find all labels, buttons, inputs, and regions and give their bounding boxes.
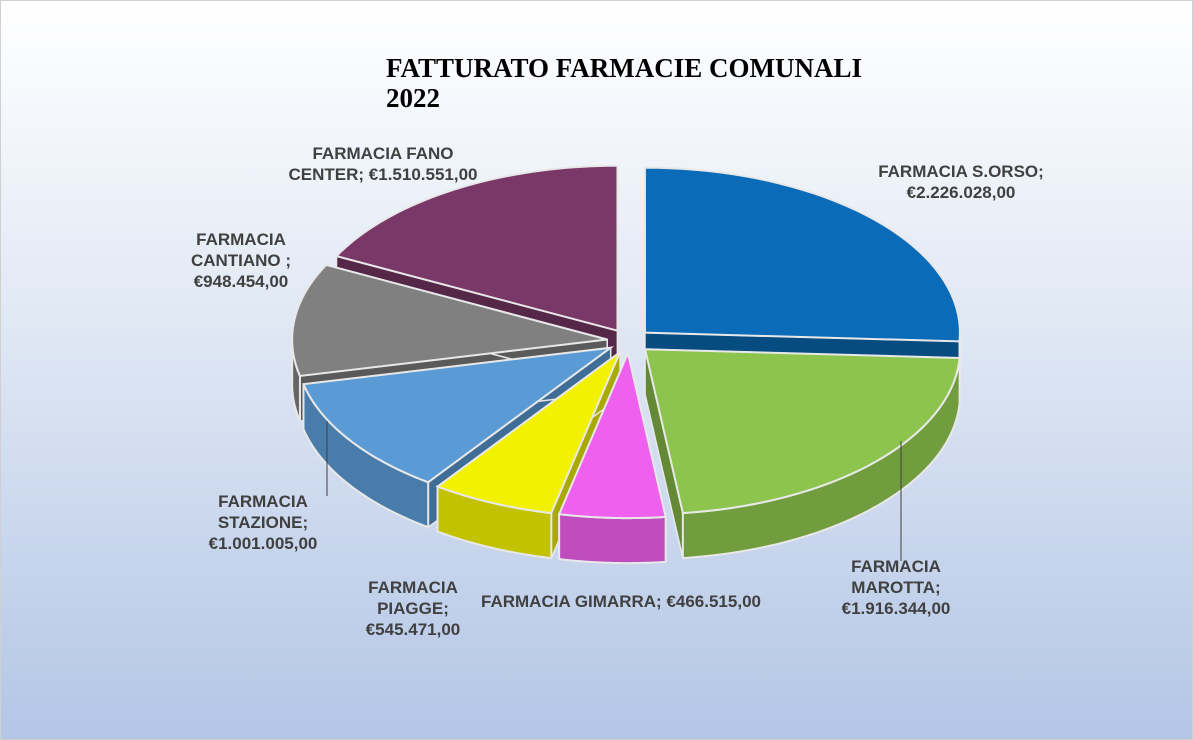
slice [302, 346, 615, 484]
slice [291, 263, 608, 378]
slice [557, 349, 667, 520]
value-label: €1.916.344,00 [841, 599, 951, 618]
slice [643, 166, 961, 343]
value-label: €545.471,00 [365, 620, 461, 639]
data-label: FARMACIA FANO CENTER; €1.510.551,00 [283, 143, 483, 185]
chart-title: FATTURATO FARMACIE COMUNALI 2022 [386, 53, 862, 113]
data-label: FARMACIA PIAGGE; €545.471,00 [353, 577, 473, 640]
value-label: €1.001.005,00 [208, 534, 318, 553]
slice [643, 348, 961, 515]
category-label: FARMACIA CANTIANO ; [190, 230, 292, 270]
slice [435, 349, 623, 515]
value-label: €2.226.028,00 [906, 183, 1016, 202]
data-label: FARMACIA S.ORSO; €2.226.028,00 [831, 161, 1091, 203]
value-label: €466.515,00 [666, 592, 761, 611]
data-label: FARMACIA CANTIANO ; €948.454,00 [166, 229, 316, 292]
category-label: FARMACIA PIAGGE; [368, 578, 458, 618]
value-label: €1.510.551,00 [368, 165, 478, 184]
category-label: FARMACIA STAZIONE; [217, 492, 309, 532]
slice [334, 164, 619, 332]
category-label: FARMACIA GIMARRA; [481, 592, 662, 611]
category-label: FARMACIA FANO CENTER; [288, 144, 454, 184]
slice-side [558, 512, 667, 565]
data-label: FARMACIA GIMARRA; €466.515,00 [441, 591, 801, 612]
category-label: FARMACIA S.ORSO; [878, 162, 1044, 181]
category-label: FARMACIA MAROTTA; [851, 557, 941, 597]
data-label: FARMACIA MAROTTA; €1.916.344,00 [816, 556, 976, 619]
data-label: FARMACIA STAZIONE; €1.001.005,00 [173, 491, 353, 554]
value-label: €948.454,00 [193, 272, 289, 291]
